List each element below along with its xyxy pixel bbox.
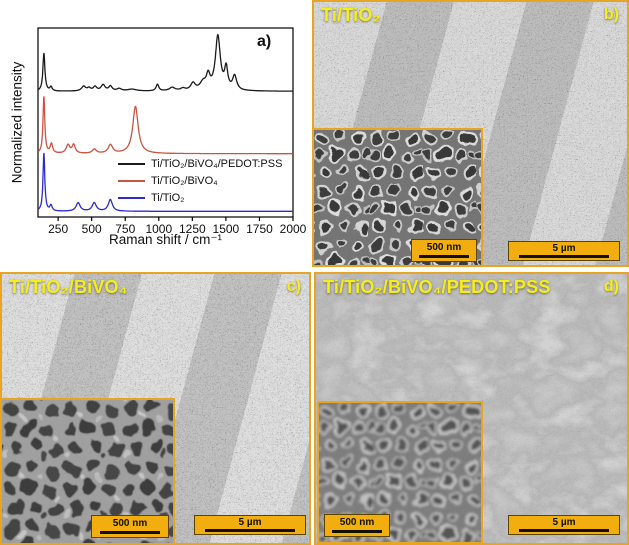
scale-bar: 5 µm xyxy=(508,241,620,261)
panel-letter-d: d) xyxy=(603,278,619,295)
x-axis-label: Raman shift / cm⁻¹ xyxy=(109,232,222,247)
inset-micrograph-c: 500 nm xyxy=(2,398,175,543)
scale-bar: 5 µm xyxy=(508,515,620,535)
legend-label: Ti/TiO₂/BiVO₄/PEDOT:PSS xyxy=(151,157,283,170)
scale-bar-label: 5 µm xyxy=(552,242,576,254)
scale-bar: 5 µm xyxy=(194,515,306,535)
scale-bar-label: 500 nm xyxy=(112,518,148,530)
sem-label-b: Ti/TiO₂ xyxy=(321,5,381,25)
scale-bar-label: 500 nm xyxy=(426,242,462,254)
svg-text:1750: 1750 xyxy=(246,222,273,236)
panel-d-sem: Ti/TiO₂/BiVO₄/PEDOT:PSS d) 500 nm 5 µm xyxy=(314,272,629,545)
legend-line-swatch xyxy=(118,196,145,199)
scale-bar-line xyxy=(99,530,161,534)
svg-text:500: 500 xyxy=(82,222,102,236)
legend-item: Ti/TiO₂/BiVO₄ xyxy=(118,172,282,189)
legend-item: Ti/TiO₂ xyxy=(118,189,282,206)
svg-text:1000: 1000 xyxy=(145,222,172,236)
scale-bar-label: 500 nm xyxy=(339,517,375,529)
panel-b-sem: Ti/TiO₂ b) 500 nm 5 µm xyxy=(312,0,629,267)
raman-chart: 250 500 750 1000 1250 1500 1750 2000 xyxy=(37,27,307,236)
legend-line-swatch xyxy=(118,179,145,182)
scale-bar-line xyxy=(519,529,609,533)
panel-c-sem: Ti/TiO₂/BiVO₄ c) 500 nm 5 µm xyxy=(0,272,311,545)
legend-item: Ti/TiO₂/BiVO₄/PEDOT:PSS xyxy=(118,155,282,172)
chart-legend: Ti/TiO₂/BiVO₄/PEDOT:PSS Ti/TiO₂/BiVO₄ Ti… xyxy=(118,155,282,206)
inset-micrograph-b: 500 nm xyxy=(314,128,483,265)
scale-bar: 500 nm xyxy=(324,514,390,537)
sem-label-d: Ti/TiO₂/BiVO₄/PEDOT:PSS xyxy=(323,277,551,297)
svg-text:1500: 1500 xyxy=(213,222,240,236)
panel-letter-c: c) xyxy=(286,278,301,295)
y-axis-label: Normalized intensity xyxy=(9,61,25,184)
scale-bar: 500 nm xyxy=(91,515,169,538)
svg-text:250: 250 xyxy=(48,222,68,236)
inset-micrograph-d: 500 nm xyxy=(317,401,483,543)
scale-bar-label: 5 µm xyxy=(238,516,262,528)
scale-bar-line xyxy=(519,255,609,259)
scale-bar-line xyxy=(332,529,382,533)
panel-letter-b: b) xyxy=(603,6,619,23)
legend-label: Ti/TiO₂ xyxy=(151,191,185,204)
sem-label-c: Ti/TiO₂/BiVO₄ xyxy=(9,277,128,297)
panel-letter-a: a) xyxy=(257,33,272,50)
scale-bar: 500 nm xyxy=(411,239,477,262)
svg-text:2000: 2000 xyxy=(280,222,307,236)
legend-line-swatch xyxy=(118,162,145,165)
svg-text:750: 750 xyxy=(115,222,135,236)
panel-a-raman-chart: 250 500 750 1000 1250 1500 1750 2000 Normalized… xyxy=(0,0,311,268)
scale-bar-line xyxy=(419,254,469,258)
svg-text:1250: 1250 xyxy=(179,222,206,236)
scale-bar-line xyxy=(205,529,295,533)
scale-bar-label: 5 µm xyxy=(552,516,576,528)
legend-label: Ti/TiO₂/BiVO₄ xyxy=(151,174,218,187)
